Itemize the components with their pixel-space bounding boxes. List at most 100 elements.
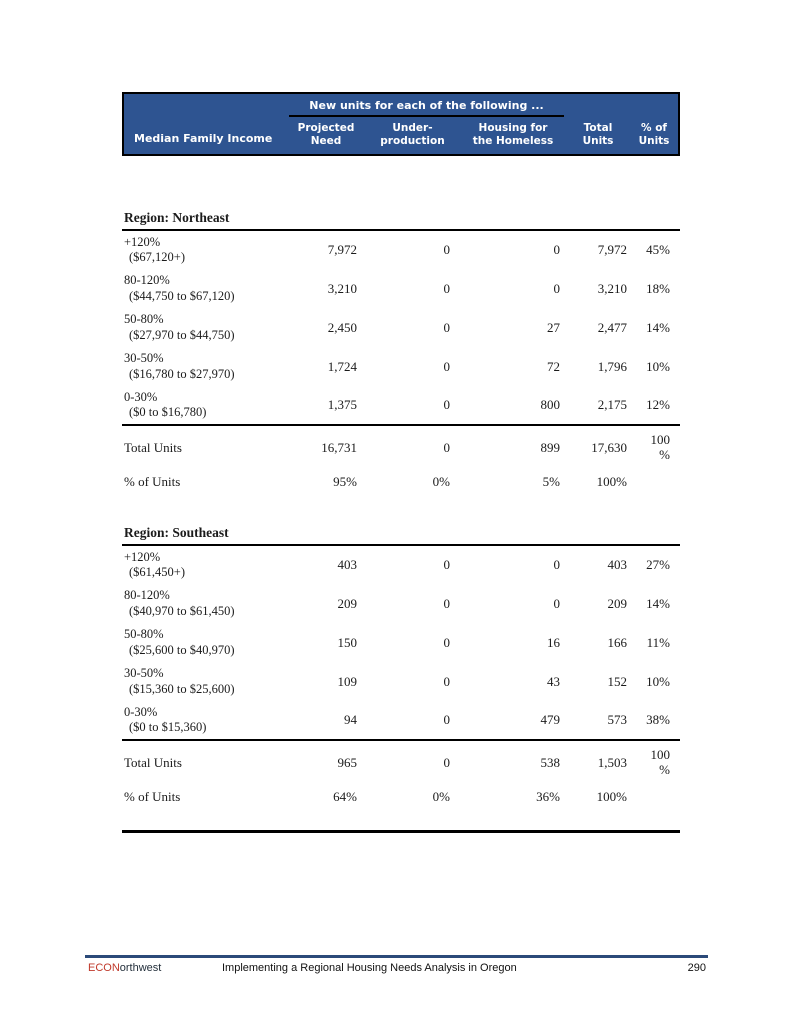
underproduction-pct: 0% <box>432 789 450 805</box>
income-bracket-label: 80-120% ($44,750 to $67,120) <box>122 269 287 308</box>
bracket-range: ($0 to $15,360) <box>129 720 207 735</box>
total-units-value: 152 <box>607 673 628 689</box>
footer-divider <box>85 955 708 958</box>
projected-need-value: 7,972 <box>327 242 357 258</box>
total-units-value: 3,210 <box>597 280 627 296</box>
bracket-pct: 80-120% <box>124 588 170 603</box>
income-bracket-label: 0-30% ($0 to $15,360) <box>122 701 287 742</box>
homeless-value: 27 <box>547 319 560 335</box>
homeless-pct: 36% <box>536 789 560 805</box>
income-row: 50-80% ($25,600 to $40,970) 150 0 16 166… <box>122 623 680 662</box>
income-bracket-label: 50-80% ($25,600 to $40,970) <box>122 623 287 662</box>
header-blank-cell <box>566 94 678 117</box>
homeless-value: 16 <box>547 634 560 650</box>
total-units-value: 2,175 <box>568 386 632 427</box>
pct-units-value: 14% <box>646 319 671 335</box>
homeless-value: 43 <box>547 673 560 689</box>
pct-units-total: 100 % <box>650 432 671 462</box>
income-row: 0-30% ($0 to $16,780) 1,375 0 800 2,175 … <box>122 386 681 427</box>
pct-units-value: 45% <box>646 242 671 258</box>
housing-needs-table: Median Family Income New units for each … <box>122 92 681 834</box>
footer-text-row: ECONorthwest Implementing a Regional Hou… <box>85 962 708 976</box>
projected-need-value: 3,210 <box>327 280 357 296</box>
underproduction-value: 0 <box>443 673 451 689</box>
pct-units-value: 12% <box>632 386 681 427</box>
totals-row: Total Units 16,731 0 899 17,630 100 % <box>122 425 680 469</box>
projected-need-value: 1,724 <box>327 358 357 374</box>
homeless-value: 0 <box>553 557 561 573</box>
homeless-pct: 5% <box>542 474 560 490</box>
pct-units-value: 38% <box>632 701 681 742</box>
underproduction-value: 0 <box>443 595 451 611</box>
bracket-range: ($61,450+) <box>129 565 185 580</box>
underproduction-total: 0 <box>443 754 451 770</box>
section-gap <box>122 495 680 523</box>
projected-need-total: 16,731 <box>321 439 357 455</box>
report-title: Implementing a Regional Housing Needs An… <box>222 962 517 974</box>
total-units-value: 1,796 <box>597 358 627 374</box>
percent-row: % of Units 95% 0% 5% 100% <box>122 469 680 495</box>
bracket-pct: 0-30% <box>124 704 158 719</box>
pct-units-value: 11% <box>646 634 671 650</box>
underproduction-value: 0 <box>443 319 451 335</box>
econorthwest-logo: ECONorthwest <box>88 962 161 974</box>
total-units-value: 209 <box>607 595 628 611</box>
underproduction-value: 0 <box>365 386 460 427</box>
bracket-pct: +120% <box>124 549 161 564</box>
bracket-range: ($25,600 to $40,970) <box>129 642 235 657</box>
bracket-pct: 30-50% <box>124 351 164 366</box>
underproduction-value: 0 <box>443 557 451 573</box>
income-row: 0-30% ($0 to $15,360) 94 0 479 573 38% <box>122 701 681 742</box>
pct-units-pct <box>632 469 680 495</box>
bracket-pct: +120% <box>124 234 161 249</box>
total-units-pct: 100% <box>596 474 627 490</box>
totals-row: Total Units 965 0 538 1,503 100 % <box>122 740 680 784</box>
column-header-pct-units: % of Units <box>638 122 670 147</box>
column-header-total-units: Total Units <box>582 122 614 147</box>
pct-units-value: 10% <box>646 358 671 374</box>
totals-label: Total Units <box>124 754 182 770</box>
column-header-housing-homeless: Housing for the Homeless <box>472 122 554 147</box>
bracket-pct: 30-50% <box>124 666 164 681</box>
income-row: 30-50% ($16,780 to $27,970) 1,724 0 72 1… <box>122 347 680 386</box>
underproduction-value: 0 <box>443 242 451 258</box>
bracket-range: ($0 to $16,780) <box>129 405 207 420</box>
underproduction-value: 0 <box>365 701 460 742</box>
column-header-underproduction: Under- production <box>380 122 445 147</box>
total-units-value: 7,972 <box>597 242 627 258</box>
income-row: +120% ($67,120+) 7,972 0 0 7,972 45% <box>122 230 680 269</box>
income-bracket-label: 0-30% ($0 to $16,780) <box>122 386 287 427</box>
projected-need-total: 965 <box>337 754 358 770</box>
income-bracket-label: 50-80% ($27,970 to $44,750) <box>122 308 287 347</box>
logo-northwest: orthwest <box>119 962 162 974</box>
table-bottom-rule <box>122 810 681 834</box>
bracket-pct: 50-80% <box>124 627 164 642</box>
pct-units-value: 18% <box>646 280 671 296</box>
bracket-pct: 80-120% <box>124 273 170 288</box>
projected-need-value: 150 <box>337 634 358 650</box>
total-units-pct: 100% <box>596 789 627 805</box>
total-units-value: 166 <box>607 634 628 650</box>
projected-need-value: 403 <box>337 557 358 573</box>
total-units-value: 573 <box>568 701 632 742</box>
page-footer: ECONorthwest Implementing a Regional Hou… <box>85 955 708 976</box>
bracket-range: ($27,970 to $44,750) <box>129 327 235 342</box>
projected-need-pct: 95% <box>333 474 357 490</box>
bracket-pct: 50-80% <box>124 312 164 327</box>
projected-need-value: 209 <box>337 595 358 611</box>
region-header-row: Region: Southeast <box>122 523 681 547</box>
column-header-projected-need: Projected Need <box>297 122 355 147</box>
projected-need-value: 2,450 <box>327 319 357 335</box>
totals-label: Total Units <box>124 439 182 455</box>
income-bracket-label: 80-120% ($40,970 to $61,450) <box>122 584 287 623</box>
underproduction-value: 0 <box>443 634 451 650</box>
underproduction-value: 0 <box>443 280 451 296</box>
income-row: 80-120% ($40,970 to $61,450) 209 0 0 209… <box>122 584 680 623</box>
income-row: 80-120% ($44,750 to $67,120) 3,210 0 0 3… <box>122 269 680 308</box>
income-row: +120% ($61,450+) 403 0 0 403 27% <box>122 545 680 584</box>
pct-units-value: 10% <box>646 673 671 689</box>
total-units-value: 403 <box>607 557 628 573</box>
income-bracket-label: 30-50% ($15,360 to $25,600) <box>122 662 287 701</box>
income-bracket-label: +120% ($67,120+) <box>122 230 287 269</box>
